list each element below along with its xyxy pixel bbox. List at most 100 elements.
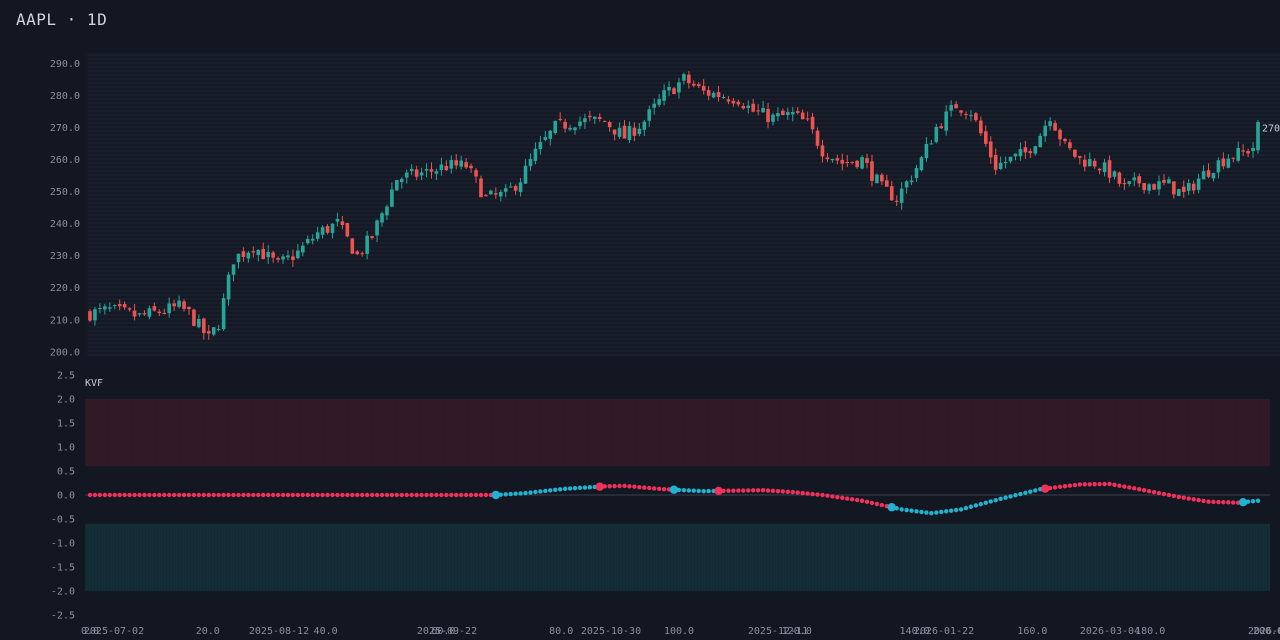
kvf-dot: [1057, 484, 1063, 490]
kvf-dot: [1226, 500, 1231, 505]
kvf-dot: [726, 488, 731, 493]
candle-body: [256, 249, 261, 255]
kvf-dot: [755, 488, 761, 493]
kvf-dot: [166, 492, 172, 498]
kvf-signal-marker: [1238, 498, 1248, 507]
candle-body: [865, 158, 869, 163]
candle-body: [954, 104, 958, 109]
candle-body: [93, 309, 97, 321]
kvf-dot: [226, 492, 231, 498]
candle-body: [434, 171, 439, 174]
kvf-dot: [795, 490, 800, 495]
candle-body: [1122, 183, 1127, 185]
candle-body: [122, 304, 127, 308]
kvf-dot: [1018, 491, 1023, 497]
kvf-dot: [265, 492, 271, 498]
kvf-dot: [315, 492, 320, 498]
candle-body: [296, 250, 300, 259]
kvf-dot: [849, 497, 855, 502]
kvf-dot: [191, 492, 197, 498]
kvf-dot: [1077, 482, 1083, 487]
price-y-tick: 230.0: [50, 251, 80, 262]
candle-body: [538, 142, 543, 150]
kvf-dot: [934, 510, 939, 515]
candle-body: [454, 160, 459, 166]
kvf-dot: [290, 492, 296, 498]
kvf-dot: [1201, 498, 1206, 504]
candle-body: [934, 126, 939, 142]
kvf-dot: [285, 492, 291, 498]
kvf-dot: [449, 492, 454, 498]
kvf-dot: [399, 492, 404, 498]
candle-body: [429, 169, 434, 172]
kvf-dot: [92, 492, 98, 498]
candle-body: [662, 90, 666, 101]
candle-body: [939, 126, 944, 129]
candle-body: [815, 130, 820, 146]
kvf-dot: [97, 492, 103, 498]
kvf-y-tick: -0.5: [51, 515, 75, 526]
x-index-tick: 180.0: [1135, 626, 1165, 637]
candle-body: [766, 108, 770, 123]
candle-body: [840, 159, 845, 164]
candle-body: [503, 188, 508, 192]
price-y-tick: 290.0: [50, 59, 80, 70]
candle-body: [701, 85, 706, 91]
candle-body: [914, 168, 919, 178]
candle-body: [889, 186, 894, 201]
kvf-dot: [463, 492, 469, 498]
kvf-dot: [523, 490, 528, 496]
kvf-dot: [572, 485, 578, 491]
candle-body: [721, 97, 726, 99]
candle-body: [622, 125, 627, 139]
candle-body: [578, 121, 582, 126]
kvf-dot: [444, 492, 449, 498]
x-index-tick: 40.0: [314, 626, 338, 637]
kvf-dot: [142, 492, 147, 498]
kvf-dot: [533, 489, 538, 495]
kvf-y-tick: -2.5: [51, 611, 75, 622]
kvf-dot: [681, 488, 687, 493]
kvf-dot: [557, 487, 563, 492]
kvf-dot: [543, 488, 548, 494]
kvf-dot: [256, 492, 261, 498]
candle-body: [1008, 156, 1013, 162]
candle-body: [330, 223, 335, 234]
kvf-dot: [1122, 484, 1127, 489]
kvf-dot: [1231, 500, 1236, 505]
kvf-signal-marker: [491, 490, 501, 500]
kvf-dot: [280, 492, 286, 498]
kvf-dot: [958, 507, 964, 512]
kvf-dot: [835, 494, 840, 500]
kvf-dot: [948, 508, 954, 513]
candle-body: [1097, 168, 1102, 171]
candle-body: [711, 92, 716, 98]
candle-body: [1092, 160, 1097, 167]
candle-body: [1241, 150, 1245, 152]
candle-body: [1087, 159, 1092, 167]
candle-body: [182, 301, 186, 309]
kvf-dot: [389, 492, 395, 498]
kvf-dot: [1176, 494, 1182, 500]
kvf-dot: [899, 507, 904, 512]
kvf-dot: [582, 485, 588, 490]
candle-body: [117, 304, 122, 307]
candle-body: [1226, 158, 1231, 168]
kvf-dot: [468, 492, 474, 498]
candle-body: [464, 162, 468, 168]
kvf-dot: [147, 492, 152, 498]
price-y-tick: 270.0: [50, 123, 80, 134]
kvf-dot: [246, 492, 251, 498]
candle-body: [835, 158, 840, 161]
kvf-dot: [87, 492, 93, 498]
kvf-dot: [1112, 482, 1117, 488]
candle-body: [197, 319, 201, 328]
kvf-dot: [1067, 483, 1073, 488]
kvf-dot: [587, 485, 593, 490]
kvf-dot: [261, 492, 266, 498]
candle-body: [944, 111, 949, 131]
kvf-dot: [409, 492, 414, 498]
candle-body: [573, 127, 577, 131]
kvf-dot: [607, 484, 612, 489]
